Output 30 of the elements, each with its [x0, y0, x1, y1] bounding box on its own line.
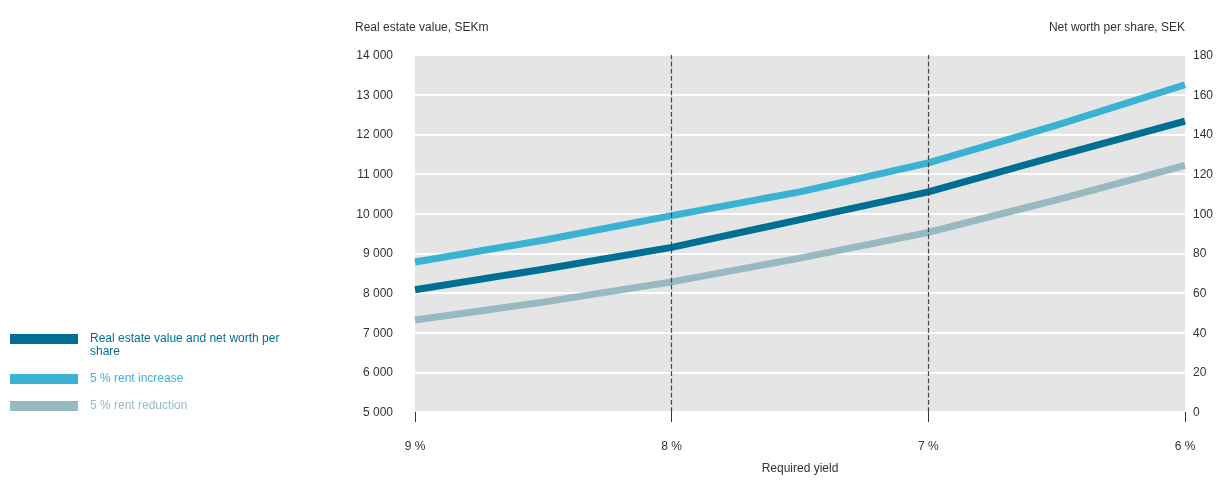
text: 5 % rent increase: [90, 371, 185, 385]
y-tick-label: 14 000: [356, 48, 394, 62]
x-axis-title: Required yield: [761, 461, 839, 475]
y2-tick-label: 0: [1193, 405, 1200, 419]
y2-tick-label: 140: [1193, 127, 1214, 142]
y-tick-label: 7 000: [362, 325, 394, 340]
y-tick-label: 10 000: [356, 206, 394, 221]
y-tick-label: 13 000: [356, 87, 394, 102]
y2-tick-label: 180: [1193, 48, 1214, 62]
y2-tick-label: 40: [1193, 325, 1207, 340]
x-tick-label: 6 %: [1174, 439, 1196, 453]
y2-tick-label: 100: [1193, 206, 1214, 221]
y-tick-label: 6 000: [362, 365, 394, 380]
y2-tick-label: 60: [1193, 286, 1207, 300]
y-tick-label: 9 000: [362, 246, 394, 261]
y-tick-label: 5 000: [362, 405, 394, 419]
x-tick-label: 8 %: [661, 439, 683, 453]
text: 5 % rent reduction: [90, 398, 189, 412]
y2-tick-label: 80: [1193, 246, 1207, 261]
y-tick-label: 12 000: [356, 127, 394, 142]
y2-tick-label: 20: [1193, 365, 1207, 380]
text: Real estate value and net worth per share: [90, 331, 280, 358]
y-axis-title: Real estate value, SEKm: [355, 20, 489, 34]
x-tick-label: 7 %: [917, 439, 939, 453]
x-tick-label: 9 %: [404, 439, 426, 453]
y-tick-label: 11 000: [357, 167, 394, 181]
y2-tick-label: 160: [1193, 87, 1214, 102]
y2-tick-label: 120: [1193, 167, 1214, 181]
y-tick-label: 8 000: [362, 286, 394, 300]
y2-axis-title: Net worth per share, SEK: [1048, 20, 1185, 34]
